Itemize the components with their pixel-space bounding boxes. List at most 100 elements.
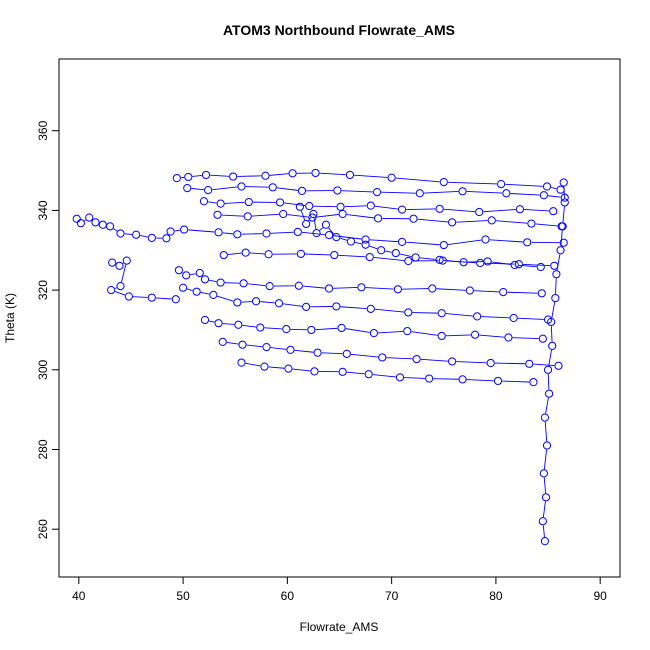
data-point — [310, 367, 319, 376]
data-point — [85, 213, 94, 222]
series-line — [226, 342, 555, 366]
data-point — [237, 182, 246, 191]
data-point — [72, 214, 81, 223]
series-line — [208, 201, 550, 213]
data-point — [391, 248, 400, 258]
data-point — [302, 302, 311, 311]
data-point — [324, 231, 334, 240]
y-tick-label: 360 — [36, 120, 50, 140]
data-point — [372, 187, 382, 197]
data-point — [268, 183, 277, 192]
data-point — [403, 327, 412, 336]
data-point — [274, 299, 284, 308]
data-series — [538, 178, 569, 546]
data-point — [262, 342, 271, 352]
data-point — [162, 234, 171, 243]
data-point — [214, 319, 223, 328]
x-axis: 40 50 60 70 80 90 — [72, 576, 607, 603]
series-line — [191, 186, 561, 198]
data-point — [559, 178, 568, 187]
data-point — [256, 323, 265, 332]
data-point — [529, 378, 538, 387]
data-point — [244, 197, 253, 207]
data-point — [309, 209, 318, 219]
data-point — [180, 225, 189, 234]
data-point — [476, 258, 485, 268]
data-point — [459, 258, 468, 267]
data-point — [171, 295, 180, 304]
data-point — [448, 218, 457, 227]
data-point — [122, 256, 131, 265]
data-point — [311, 168, 320, 178]
data-point — [265, 282, 274, 291]
data-point — [393, 285, 402, 294]
data-point — [184, 172, 193, 182]
data-point — [539, 469, 548, 478]
series-line — [221, 213, 558, 227]
data-point — [108, 258, 117, 267]
data-point — [342, 349, 351, 358]
data-point — [237, 358, 246, 367]
data-point — [515, 205, 525, 214]
data-point — [543, 365, 553, 374]
data-point — [91, 218, 100, 227]
data-point — [183, 184, 192, 193]
data-series — [178, 283, 553, 324]
data-point — [525, 359, 534, 368]
data-point — [192, 287, 201, 296]
data-point — [538, 334, 547, 343]
data-point — [313, 348, 322, 357]
data-point — [486, 358, 495, 368]
data-point — [373, 214, 383, 223]
plot-area — [72, 168, 569, 546]
data-series — [213, 209, 566, 231]
data-point — [178, 283, 188, 292]
data-point — [556, 246, 565, 255]
data-point — [332, 233, 341, 242]
data-point — [412, 354, 421, 364]
data-point — [366, 201, 375, 210]
data-point — [105, 222, 115, 231]
data-point — [238, 340, 247, 349]
data-point — [293, 227, 302, 237]
data-point — [308, 213, 317, 222]
data-point — [366, 304, 375, 313]
data-point — [361, 240, 370, 249]
data-point — [166, 227, 175, 236]
data-series — [200, 315, 547, 343]
data-series — [107, 256, 180, 304]
data-point — [387, 173, 396, 182]
data-point — [551, 293, 560, 303]
data-point — [554, 361, 563, 370]
data-point — [98, 220, 107, 229]
y-axis-label: Theta (K) — [3, 293, 17, 343]
data-point — [305, 201, 314, 211]
data-point — [336, 202, 345, 211]
data-point — [542, 441, 552, 450]
plot-frame — [58, 58, 621, 578]
data-series — [199, 197, 558, 217]
data-point — [324, 284, 334, 293]
data-point — [552, 270, 561, 279]
data-point — [527, 219, 536, 228]
data-series — [219, 248, 559, 270]
data-point — [294, 281, 303, 290]
series-line — [186, 288, 544, 320]
data-point — [409, 214, 418, 223]
data-point — [262, 229, 271, 238]
data-series — [183, 182, 569, 202]
data-point — [448, 357, 457, 366]
data-point — [345, 170, 355, 180]
data-point — [333, 186, 342, 195]
series-line — [300, 210, 537, 268]
data-point — [397, 237, 407, 246]
data-point — [404, 256, 413, 266]
data-point — [312, 229, 321, 238]
data-point — [514, 260, 523, 269]
data-point — [200, 315, 210, 325]
data-point — [241, 248, 250, 257]
data-point — [297, 186, 307, 195]
data-point — [378, 353, 387, 362]
data-point — [542, 182, 552, 191]
